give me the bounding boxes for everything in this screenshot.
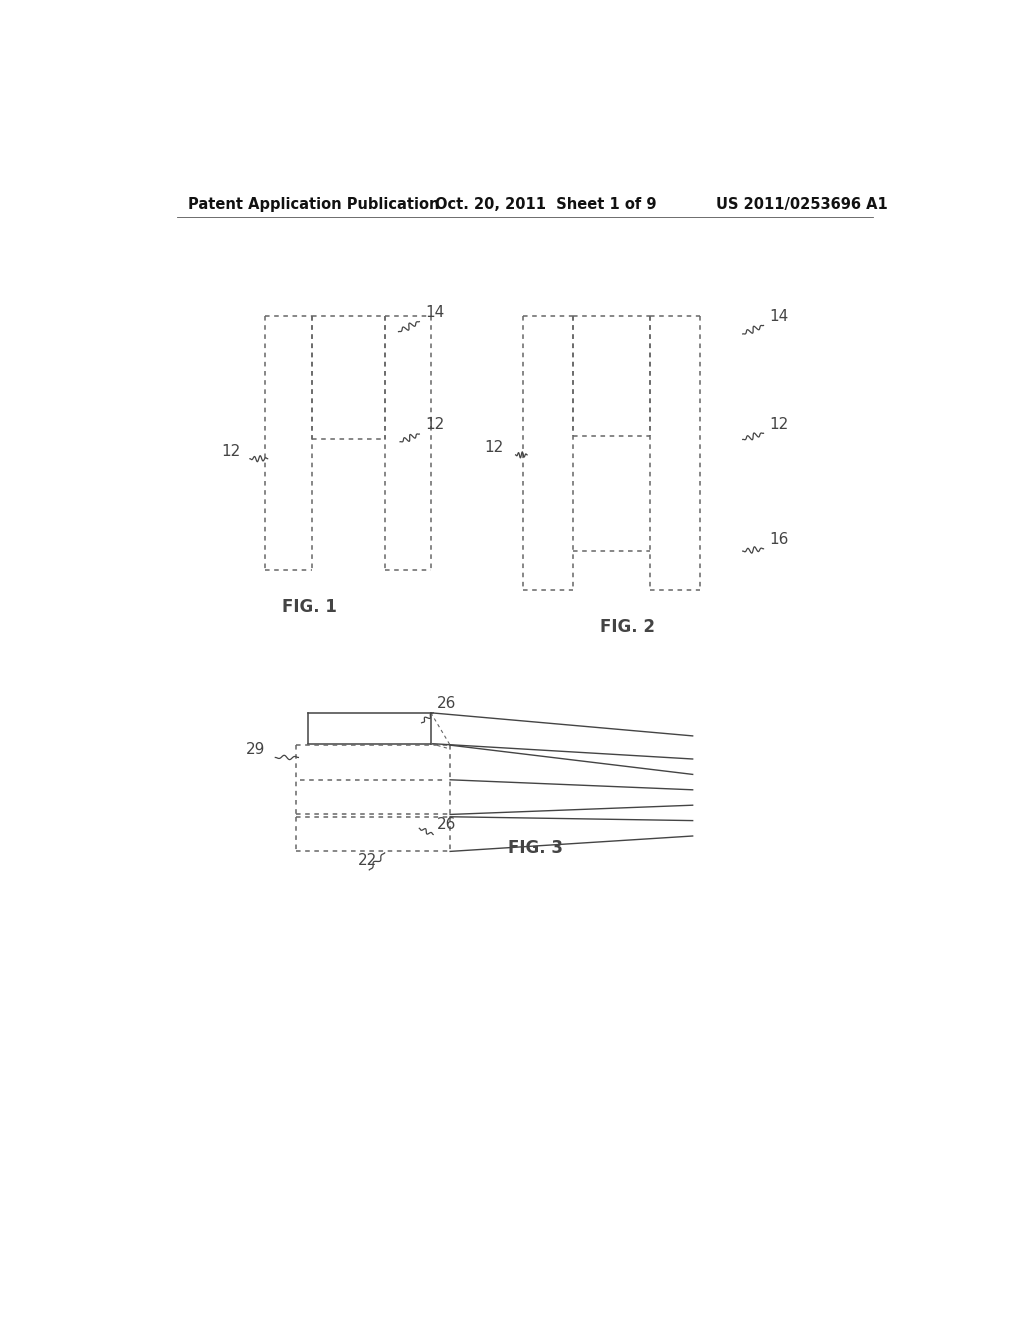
Text: 12: 12 xyxy=(425,417,444,432)
Text: 29: 29 xyxy=(246,742,265,758)
Text: 14: 14 xyxy=(425,305,444,319)
Text: 12: 12 xyxy=(484,440,504,454)
Text: Patent Application Publication: Patent Application Publication xyxy=(188,197,440,213)
Text: 12: 12 xyxy=(221,444,241,458)
Text: Oct. 20, 2011  Sheet 1 of 9: Oct. 20, 2011 Sheet 1 of 9 xyxy=(435,197,656,213)
Text: 14: 14 xyxy=(770,309,788,323)
Text: FIG. 2: FIG. 2 xyxy=(600,618,654,635)
Text: US 2011/0253696 A1: US 2011/0253696 A1 xyxy=(716,197,888,213)
Text: FIG. 3: FIG. 3 xyxy=(508,838,563,857)
Text: 16: 16 xyxy=(770,532,790,546)
Text: 22: 22 xyxy=(357,853,377,869)
Text: FIG. 1: FIG. 1 xyxy=(282,598,337,615)
Text: 26: 26 xyxy=(437,817,457,832)
Text: 12: 12 xyxy=(770,417,788,432)
Text: 26: 26 xyxy=(437,696,457,711)
